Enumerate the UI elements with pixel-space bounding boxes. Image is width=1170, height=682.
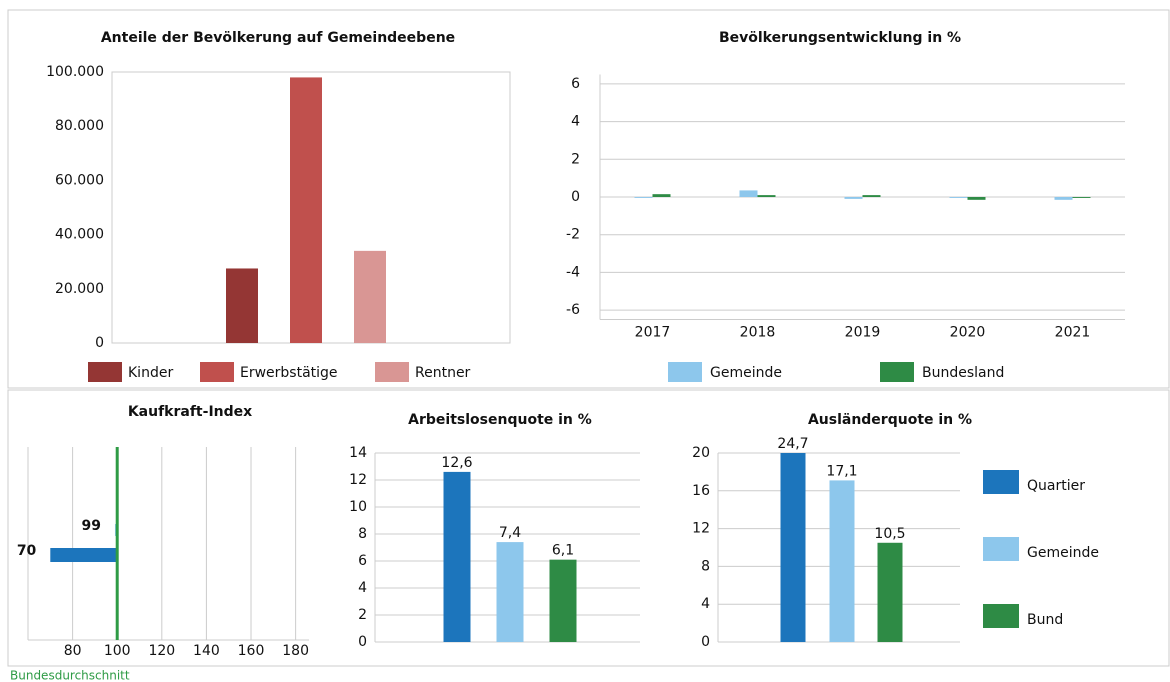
legend-label: Quartier [1027, 478, 1085, 494]
y-tick-label: 20.000 [55, 281, 104, 297]
bar [844, 197, 863, 199]
bar [967, 197, 986, 200]
bar [1072, 197, 1091, 198]
y-tick-label: 10 [349, 499, 367, 515]
bar [739, 190, 758, 197]
bar [862, 195, 881, 197]
x-tick-label: 100 [104, 643, 131, 659]
data-label: 17,1 [826, 463, 857, 479]
bar [877, 542, 903, 642]
y-tick-label: 2 [571, 151, 580, 167]
y-tick-label: 6 [571, 76, 580, 92]
panel-top [7, 9, 1170, 389]
data-label: 70 [17, 543, 37, 559]
legend-swatch [668, 362, 702, 382]
data-label: 24,7 [777, 436, 808, 452]
x-tick-label: 2019 [845, 325, 881, 341]
bar [652, 194, 671, 197]
x-tick-label: 2021 [1055, 325, 1091, 341]
y-tick-label: 16 [692, 483, 710, 499]
y-tick-label: 4 [571, 114, 580, 130]
y-tick-label: 6 [358, 553, 367, 569]
y-tick-label: 20 [692, 445, 710, 461]
reference-label: Bundesdurchschnitt [10, 669, 130, 682]
legend-label: Erwerbstätige [240, 365, 338, 381]
data-label: 99 [81, 518, 100, 534]
bar [634, 197, 653, 198]
legend-swatch [983, 537, 1019, 561]
y-tick-label: 80.000 [55, 118, 104, 134]
data-label: 6,1 [552, 543, 574, 559]
y-tick-label: -4 [566, 264, 580, 280]
y-tick-label: 4 [701, 596, 710, 612]
legend-swatch [88, 362, 122, 382]
y-tick-label: 0 [701, 634, 710, 650]
bar [443, 471, 471, 642]
bar [1054, 197, 1073, 200]
x-tick-label: 140 [193, 643, 220, 659]
y-tick-label: -6 [566, 302, 580, 318]
legend-swatch [375, 362, 409, 382]
panel-bottom [7, 389, 1170, 667]
bar [496, 542, 524, 642]
y-tick-label: 0 [95, 335, 104, 351]
chart-title: Anteile der Bevölkerung auf Gemeindeeben… [101, 30, 455, 46]
chart-title: Ausländerquote in % [808, 412, 972, 428]
bar [354, 250, 386, 343]
legend-swatch [983, 470, 1019, 494]
bar [290, 77, 322, 343]
bar [949, 197, 968, 198]
data-label: 7,4 [499, 525, 521, 541]
y-tick-label: 40.000 [55, 227, 104, 243]
legend-swatch [200, 362, 234, 382]
y-tick-label: 14 [349, 445, 367, 461]
legend-label: Rentner [415, 365, 471, 381]
legend-label: Kinder [128, 365, 173, 381]
chart-title: Bevölkerungsentwicklung in % [719, 30, 961, 46]
y-tick-label: 12 [349, 472, 367, 488]
legend-swatch [880, 362, 914, 382]
y-tick-label: 0 [358, 634, 367, 650]
legend-swatch [983, 604, 1019, 628]
x-tick-label: 2020 [950, 325, 986, 341]
bar [757, 195, 776, 197]
x-tick-label: 180 [282, 643, 309, 659]
y-tick-label: 2 [358, 607, 367, 623]
x-tick-label: 120 [148, 643, 175, 659]
legend-label: Bundesland [922, 365, 1004, 381]
y-tick-label: 60.000 [55, 172, 104, 188]
bar [829, 480, 855, 642]
y-tick-label: 8 [358, 526, 367, 542]
y-tick-label: 100.000 [46, 64, 104, 80]
x-tick-label: 160 [238, 643, 265, 659]
y-tick-label: 12 [692, 521, 710, 537]
x-tick-label: 2017 [635, 325, 671, 341]
y-tick-label: 4 [358, 580, 367, 596]
x-tick-label: 80 [64, 643, 82, 659]
bar [50, 548, 118, 562]
bar [226, 268, 258, 343]
legend-label: Bund [1027, 612, 1063, 628]
chart-title: Kaufkraft-Index [128, 404, 252, 420]
data-label: 12,6 [441, 455, 472, 471]
x-tick-label: 2018 [740, 325, 776, 341]
bar [549, 559, 577, 642]
data-label: 10,5 [874, 526, 905, 542]
legend-label: Gemeinde [1027, 545, 1099, 561]
y-tick-label: 8 [701, 558, 710, 574]
y-tick-label: -2 [566, 227, 580, 243]
legend-label: Gemeinde [710, 365, 782, 381]
bar [780, 453, 806, 642]
y-tick-label: 0 [571, 189, 580, 205]
chart-title: Arbeitslosenquote in % [408, 412, 592, 428]
